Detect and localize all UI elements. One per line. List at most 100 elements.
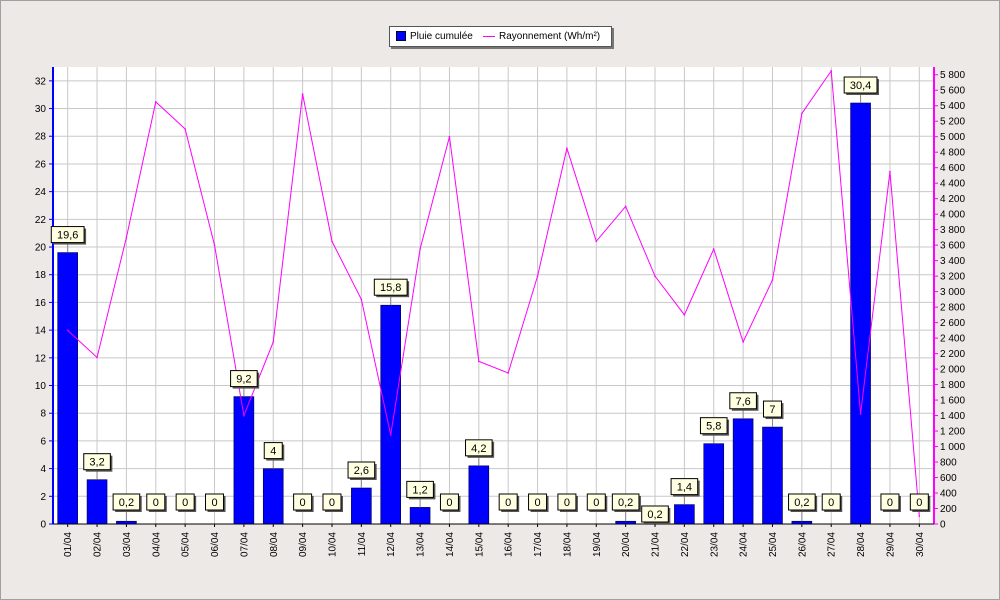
radiation-point: [859, 413, 862, 415]
radiation-point: [96, 356, 98, 359]
data-label: 0,2: [788, 493, 818, 522]
data-label-text: 0: [329, 497, 335, 509]
radiation-point: [918, 515, 921, 518]
data-label-box: [293, 493, 313, 511]
bar-rain: [262, 468, 284, 525]
right-tick-label: 5 000: [940, 132, 965, 143]
left-tick-label: 4: [40, 464, 46, 475]
data-label: 0,2: [112, 493, 142, 522]
right-tick-label: 800: [940, 458, 957, 469]
right-tick-label: 200: [940, 504, 957, 515]
data-label-box: [83, 453, 111, 471]
data-label-text: 1,4: [677, 482, 692, 494]
right-tick-label: 2 400: [940, 334, 965, 345]
data-label: 30,4: [843, 76, 879, 104]
data-label-box: [406, 480, 434, 498]
data-label: 7: [762, 400, 784, 428]
data-label-box: [641, 505, 669, 523]
data-label-box: [699, 417, 728, 435]
data-label: 0: [498, 493, 520, 512]
data-label-box: [373, 278, 408, 296]
data-label-box: [528, 493, 548, 511]
radiation-point: [683, 314, 686, 316]
bar-rain: [703, 443, 725, 525]
x-tick-label: 18/04: [562, 532, 573, 557]
data-label: 0: [528, 493, 549, 512]
data-label: 0: [293, 493, 314, 512]
data-label-box: [762, 400, 782, 418]
radiation-point: [272, 341, 275, 343]
x-tick-label: 19/04: [592, 532, 603, 557]
right-tick-label: 2 000: [940, 365, 965, 376]
right-tick-label: 4 400: [940, 179, 965, 190]
data-label-text: 30,4: [850, 80, 871, 92]
data-label-box: [465, 439, 493, 457]
bar-rain: [732, 418, 754, 525]
data-label-text: 4: [270, 446, 276, 458]
data-label: 0: [909, 493, 931, 512]
left-tick-label: 6: [40, 436, 46, 447]
legend-label-rain: Pluie cumulée: [410, 31, 473, 42]
data-label: 0: [821, 493, 843, 512]
radiation-point: [654, 275, 656, 277]
right-tick-label: 3 400: [940, 256, 965, 267]
legend-item-rain: Pluie cumulée: [396, 30, 473, 43]
left-tick-label: 0: [40, 520, 46, 531]
data-label-text: 0: [916, 497, 922, 509]
data-label-text: 0,2: [794, 497, 809, 509]
data-label: 0: [557, 493, 578, 512]
data-label: 0: [586, 493, 608, 512]
x-tick-label: 12/04: [386, 532, 397, 557]
data-label-box: [670, 478, 699, 496]
radiation-point: [624, 205, 627, 208]
radiation-point: [712, 248, 715, 250]
data-label: 15,8: [373, 278, 410, 306]
radiation-point: [595, 240, 598, 243]
x-tick-label: 09/04: [298, 532, 309, 557]
right-tick-label: 3 000: [940, 287, 965, 298]
data-label-box: [112, 493, 141, 511]
legend-line-swatch: [483, 35, 495, 37]
x-tick-label: 05/04: [181, 532, 192, 557]
data-label: 0,2: [641, 505, 671, 524]
data-label-text: 0: [211, 497, 217, 509]
right-tick-label: 5 600: [940, 86, 965, 97]
x-tick-label: 15/04: [474, 532, 485, 557]
left-tick-label: 12: [35, 353, 47, 364]
radiation-line: [67, 69, 920, 517]
data-label-box: [230, 370, 258, 388]
data-label-text: 1,2: [412, 484, 427, 496]
data-label-box: [146, 493, 166, 511]
x-tick-label: 16/04: [504, 532, 515, 557]
radiation-point: [419, 248, 421, 250]
data-label-text: 0: [182, 497, 188, 509]
data-label-box: [205, 493, 225, 511]
x-tick-label: 17/04: [533, 532, 544, 557]
data-label-box: [557, 493, 577, 511]
bar-rain: [351, 487, 372, 525]
x-tick-label: 23/04: [709, 532, 720, 557]
right-tick-label: 1 600: [940, 396, 965, 407]
x-tick-label: 13/04: [416, 532, 427, 557]
right-tick-label: 2 200: [940, 349, 965, 360]
x-tick-label: 04/04: [151, 532, 162, 557]
data-label-box: [263, 442, 283, 460]
data-label-text: 0: [593, 497, 599, 509]
data-label-text: 0: [505, 497, 511, 509]
data-label: 1,2: [406, 480, 436, 508]
bar-rain: [674, 504, 695, 525]
data-label: 4,2: [465, 439, 495, 466]
data-label-text: 4,2: [471, 443, 486, 455]
radiation-point: [213, 244, 216, 246]
data-label-text: 0: [828, 497, 834, 509]
data-label: 2,6: [347, 461, 377, 488]
data-label: 0: [439, 493, 461, 512]
x-tick-label: 03/04: [122, 532, 133, 557]
x-tick-label: 29/04: [885, 532, 896, 557]
data-label-box: [611, 493, 640, 511]
data-label: 0: [175, 493, 197, 512]
left-tick-label: 8: [40, 409, 46, 420]
radiation-point: [771, 279, 774, 281]
data-label: 0,2: [611, 493, 641, 522]
left-tick-label: 30: [35, 104, 47, 115]
